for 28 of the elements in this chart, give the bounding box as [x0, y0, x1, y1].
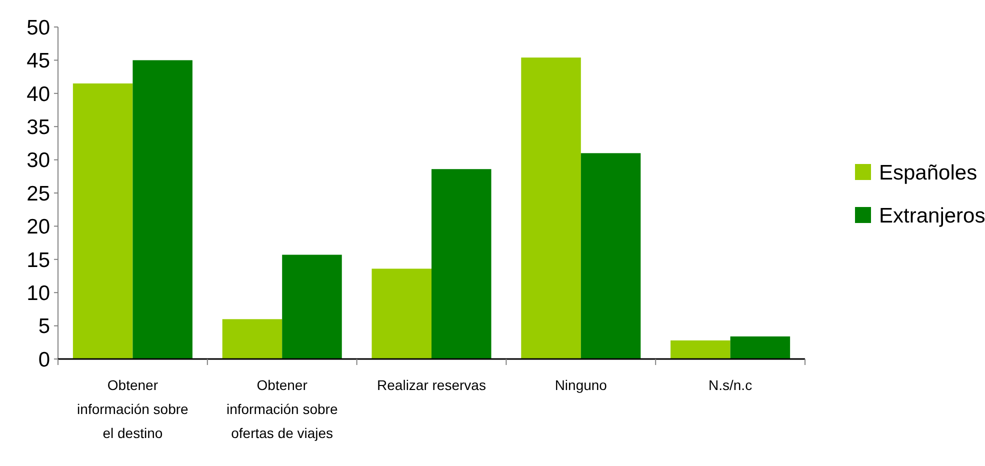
legend-label: Extranjeros: [879, 204, 985, 228]
y-tick-label: 45: [26, 50, 50, 73]
bar: [432, 169, 492, 359]
y-tick-label: 40: [26, 82, 50, 106]
bar: [72, 83, 133, 359]
x-tick-label: Obtener información sobre el destino: [77, 377, 189, 441]
bar: [670, 340, 730, 359]
y-tick-label: 35: [26, 116, 50, 139]
y-tick-label: 20: [26, 216, 50, 239]
y-tick-label: 30: [26, 149, 50, 172]
x-tick-label: N.s/n.c: [708, 377, 752, 393]
y-tick-label: 50: [26, 16, 50, 40]
y-tick-label: 10: [26, 282, 50, 305]
bar: [372, 268, 432, 359]
bar: [282, 254, 342, 359]
y-tick-label: 5: [38, 315, 50, 338]
bar: [580, 153, 641, 359]
bar: [730, 336, 790, 359]
bar: [222, 319, 282, 359]
x-tick-label: Realizar reservas: [377, 377, 486, 393]
x-tick-label: Ninguno: [554, 377, 608, 393]
x-tick-label: Obtener información sobre ofertas de viajes: [226, 377, 338, 441]
bar: [521, 58, 581, 359]
y-tick-label: 0: [38, 348, 50, 372]
y-tick-label: 15: [26, 248, 50, 272]
legend-label: Españoles: [879, 161, 978, 184]
bar: [132, 60, 192, 359]
y-tick-label: 25: [26, 182, 50, 206]
